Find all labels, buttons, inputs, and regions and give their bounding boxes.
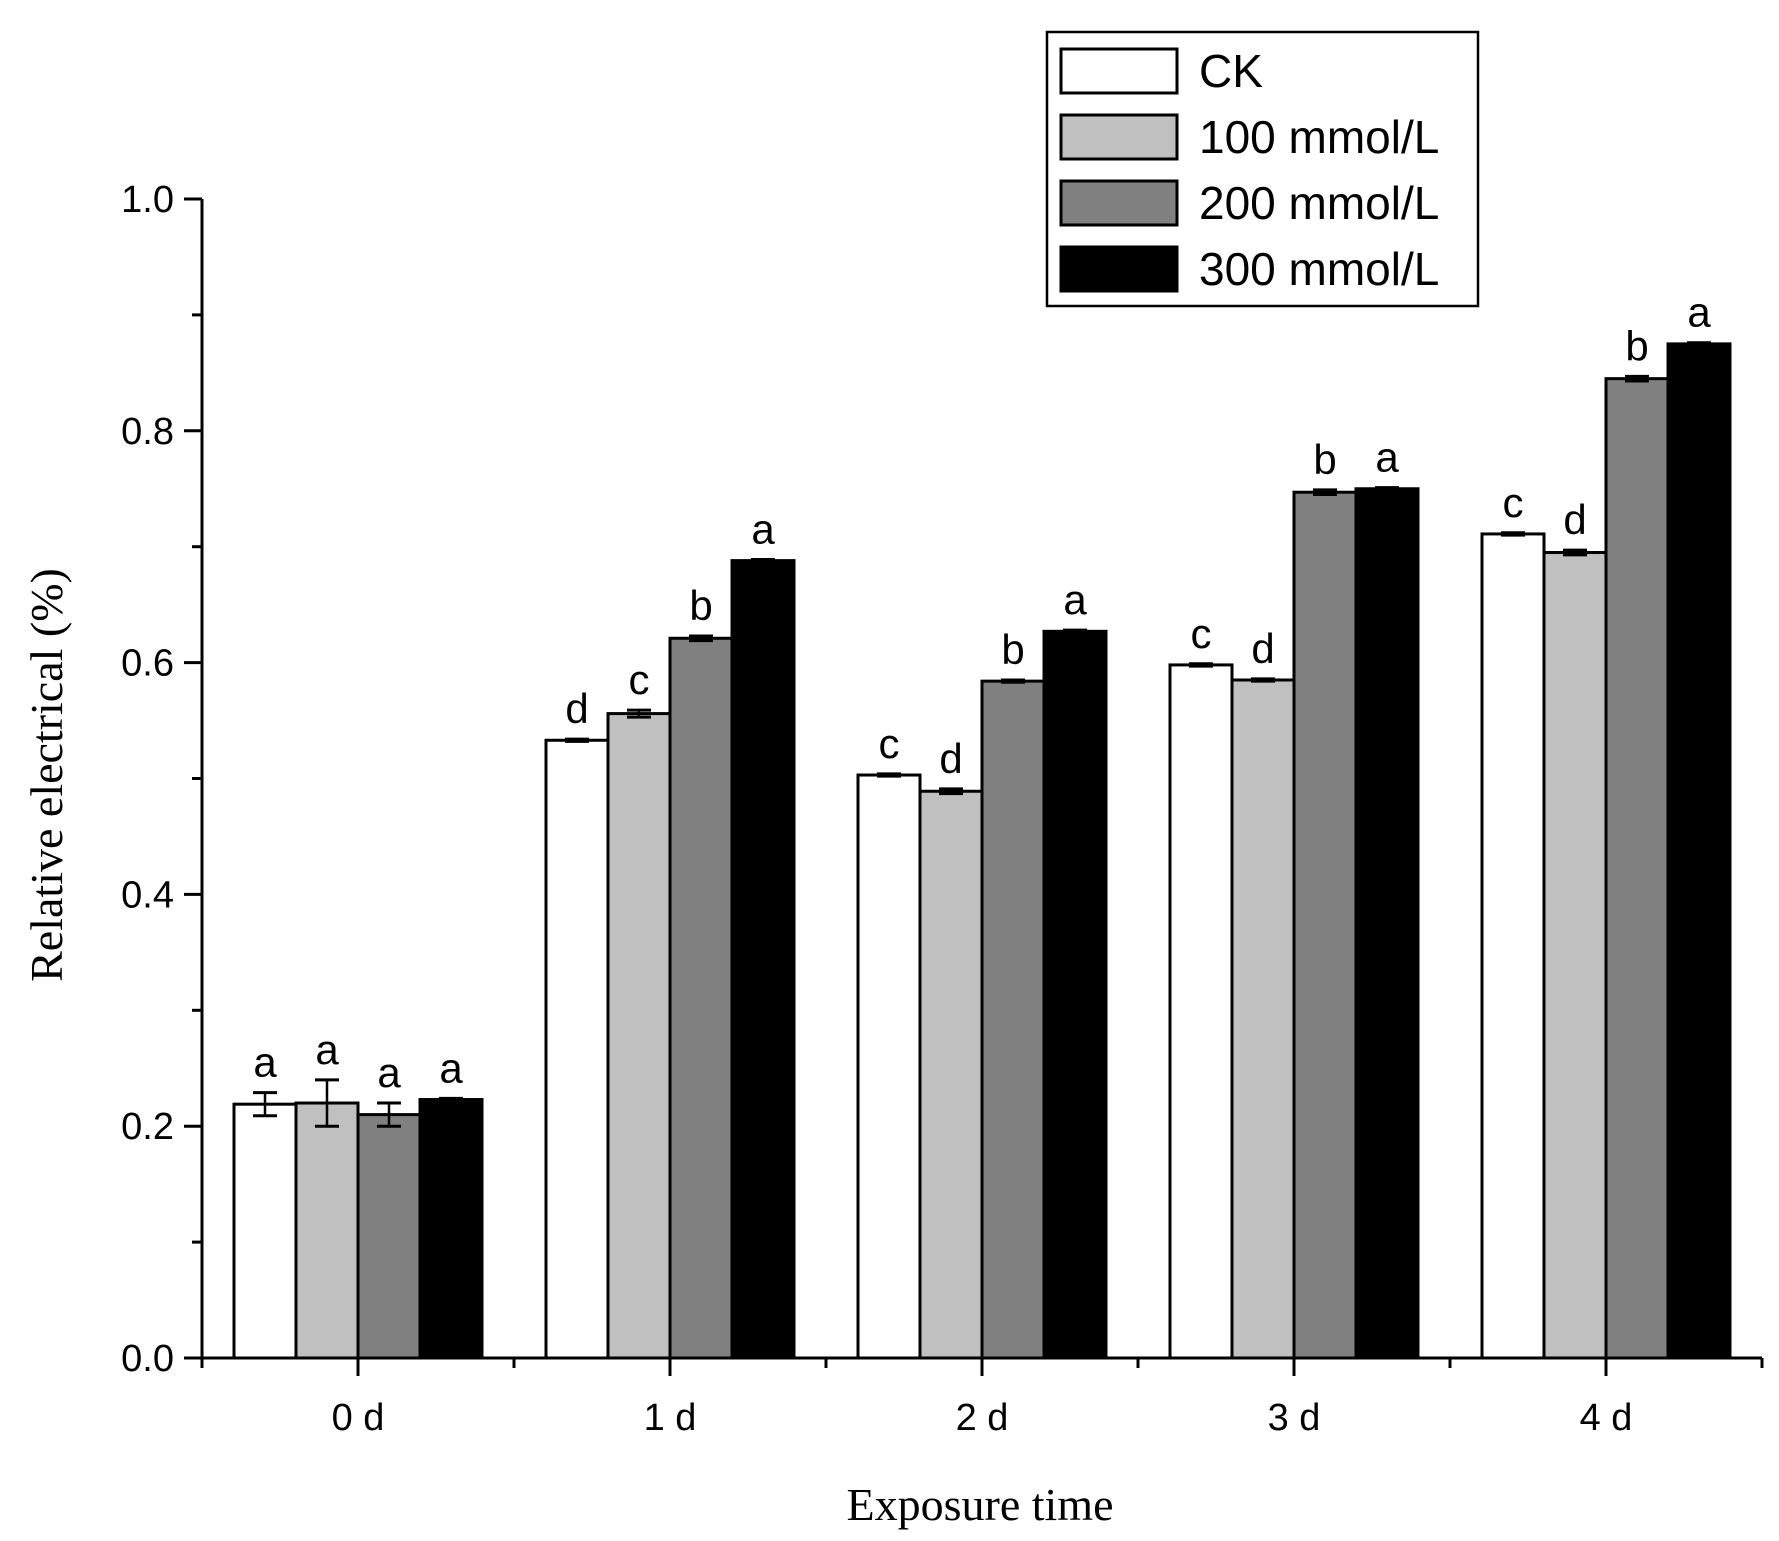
error-bar bbox=[1625, 374, 1649, 383]
error-bar bbox=[689, 634, 713, 643]
y-tick-label: 0.6 bbox=[121, 643, 174, 685]
bar bbox=[1480, 532, 1546, 1360]
legend-swatch bbox=[1059, 245, 1179, 293]
bar bbox=[1542, 550, 1608, 1360]
bar bbox=[1042, 629, 1108, 1360]
x-tick-label: 3 d bbox=[1268, 1397, 1321, 1439]
significance-letter: d bbox=[1251, 625, 1274, 672]
error-bar bbox=[1251, 677, 1275, 683]
y-tick-label: 0.0 bbox=[121, 1338, 174, 1380]
bar bbox=[1354, 487, 1420, 1360]
significance-letter: d bbox=[565, 685, 588, 732]
legend-swatch bbox=[1059, 113, 1179, 161]
bar bbox=[1292, 490, 1358, 1360]
significance-letter: c bbox=[879, 720, 900, 767]
y-tick-label: 1.0 bbox=[121, 179, 174, 221]
error-bar bbox=[1063, 628, 1087, 634]
x-tick-label: 1 d bbox=[644, 1397, 697, 1439]
bar bbox=[232, 1102, 298, 1360]
significance-letter: b bbox=[1313, 436, 1336, 483]
significance-letter: c bbox=[1191, 610, 1212, 657]
significance-letter: d bbox=[1563, 496, 1586, 543]
error-bar bbox=[565, 737, 589, 743]
x-axis-title: Exposure time bbox=[847, 1479, 1114, 1530]
bar bbox=[606, 712, 672, 1360]
error-bar bbox=[1375, 486, 1399, 492]
significance-letter: a bbox=[1375, 434, 1399, 481]
error-bar bbox=[439, 1096, 463, 1103]
bar bbox=[1666, 342, 1732, 1360]
error-bar bbox=[377, 1101, 401, 1128]
significance-letter: a bbox=[439, 1044, 463, 1091]
y-axis-title: Relative electrical (%) bbox=[21, 568, 72, 982]
legend-label: 300 mmol/L bbox=[1199, 243, 1439, 295]
bar bbox=[668, 636, 734, 1360]
significance-letter: a bbox=[1063, 576, 1087, 623]
significance-letter: a bbox=[253, 1039, 277, 1086]
significance-letter: a bbox=[315, 1026, 339, 1073]
bar bbox=[1230, 678, 1296, 1360]
error-bar bbox=[1501, 531, 1525, 537]
legend-label: 100 mmol/L bbox=[1199, 111, 1439, 163]
bar bbox=[418, 1098, 484, 1360]
error-bar bbox=[1687, 341, 1711, 347]
error-bar bbox=[1313, 488, 1337, 497]
legend: CK 100 mmol/L 200 mmol/L 300 mmol/L bbox=[1045, 30, 1480, 308]
legend-swatch bbox=[1059, 179, 1179, 227]
y-tick-label: 0.4 bbox=[121, 874, 174, 916]
error-bar bbox=[1189, 662, 1213, 668]
error-bar bbox=[939, 787, 963, 796]
significance-letter: a bbox=[1687, 289, 1711, 336]
x-tick-label: 2 d bbox=[956, 1397, 1009, 1439]
significance-letter: c bbox=[629, 656, 650, 703]
error-bar bbox=[253, 1091, 277, 1118]
bar bbox=[918, 789, 984, 1360]
significance-letter: b bbox=[1001, 626, 1024, 673]
legend-label: 200 mmol/L bbox=[1199, 177, 1439, 229]
x-tick-label: 0 d bbox=[332, 1397, 385, 1439]
error-bar bbox=[627, 708, 651, 719]
bar bbox=[980, 679, 1046, 1360]
significance-letter: b bbox=[1625, 322, 1648, 369]
bar bbox=[730, 559, 796, 1360]
axes-layer: 0.0 0.2 0.4 0.6 0.8 1.0 0 d 1 d 2 d 3 d 4 d bbox=[121, 179, 1764, 1439]
bar bbox=[856, 773, 922, 1360]
bar bbox=[1604, 377, 1670, 1360]
bar bbox=[294, 1101, 360, 1360]
x-tick-label: 4 d bbox=[1580, 1397, 1633, 1439]
bars-layer bbox=[232, 342, 1732, 1360]
error-bar bbox=[1563, 548, 1587, 557]
bar bbox=[356, 1113, 422, 1360]
error-bar bbox=[751, 557, 775, 564]
error-bars-layer bbox=[253, 341, 1711, 1128]
bar bbox=[1168, 663, 1234, 1360]
error-bar bbox=[315, 1078, 339, 1128]
significance-letter: a bbox=[751, 505, 775, 552]
legend-label: CK bbox=[1199, 45, 1263, 97]
significance-letter: d bbox=[939, 735, 962, 782]
significance-letter: b bbox=[689, 582, 712, 629]
significance-letter: a bbox=[377, 1049, 401, 1096]
error-bar bbox=[877, 772, 901, 778]
legend-swatch bbox=[1059, 47, 1179, 95]
y-tick-label: 0.2 bbox=[121, 1106, 174, 1148]
significance-letter: c bbox=[1503, 479, 1524, 526]
bar bbox=[544, 738, 610, 1360]
y-tick-label: 0.8 bbox=[121, 411, 174, 453]
error-bar bbox=[1001, 678, 1025, 684]
